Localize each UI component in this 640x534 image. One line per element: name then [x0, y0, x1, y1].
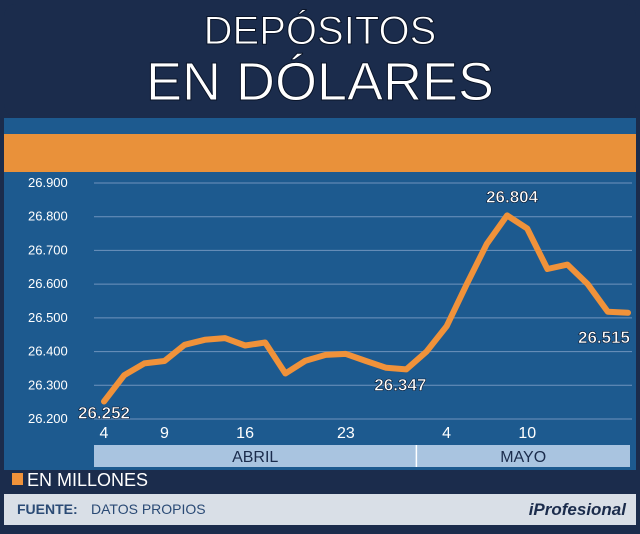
- x-tick-label: 9: [160, 425, 169, 442]
- x-tick-label: 4: [442, 425, 451, 442]
- y-tick-label: 26.700: [28, 242, 68, 257]
- x-tick-label: 16: [236, 425, 254, 442]
- legend-swatch: [12, 473, 23, 485]
- y-tick-label: 26.300: [28, 377, 68, 392]
- data-label: 26.252: [78, 403, 130, 422]
- y-tick-label: 26.400: [28, 344, 68, 359]
- source-label: FUENTE:: [17, 501, 78, 517]
- title-line-2: EN DÓLARES: [146, 52, 494, 112]
- x-tick-label: 10: [518, 425, 536, 442]
- brand-logo: iProfesional: [529, 500, 628, 519]
- data-label: 26.347: [374, 375, 426, 394]
- x-tick-label: 4: [100, 425, 109, 442]
- legend-label: EN MILLONES: [27, 470, 148, 490]
- source-value: DATOS PROPIOS: [91, 501, 206, 517]
- orange-band: [4, 134, 636, 172]
- series-line: [101, 212, 631, 405]
- title-line-1: DEPÓSITOS: [204, 8, 437, 53]
- x-tick-label: 23: [337, 425, 355, 442]
- footer-bar: [4, 494, 636, 525]
- y-tick-label: 26.600: [28, 276, 68, 291]
- month-bar: [94, 445, 630, 467]
- y-tick-label: 26.900: [28, 175, 68, 190]
- y-tick-label: 26.800: [28, 209, 68, 224]
- data-label: 26.515: [578, 328, 630, 347]
- month-label: ABRIL: [232, 449, 278, 466]
- data-label: 26.804: [486, 187, 539, 206]
- title-panel: [4, 4, 636, 116]
- plot-background: [4, 118, 636, 470]
- y-tick-label: 26.200: [28, 411, 68, 426]
- y-tick-label: 26.500: [28, 310, 68, 325]
- month-label: MAYO: [500, 449, 546, 466]
